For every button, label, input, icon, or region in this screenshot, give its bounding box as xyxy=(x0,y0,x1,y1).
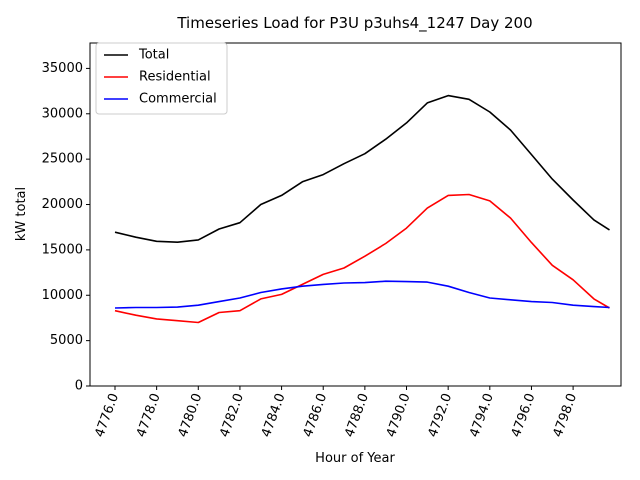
y-tick-label: 5000 xyxy=(50,333,83,348)
x-axis-label: Hour of Year xyxy=(315,451,395,466)
y-tick-label: 10000 xyxy=(42,288,83,303)
series-line-total xyxy=(114,94,610,243)
chart-title: Timeseries Load for P3U p3uhs4_1247 Day … xyxy=(176,14,532,33)
series-line-residential xyxy=(114,193,610,324)
legend-box xyxy=(95,42,228,115)
legend-label-residential: Residential xyxy=(139,70,211,85)
legend: Total Residential Commercial xyxy=(95,42,228,115)
series-group xyxy=(114,94,610,324)
series-line-commercial xyxy=(114,280,610,309)
y-tick-label: 35000 xyxy=(42,61,83,76)
y-tick-label: 25000 xyxy=(42,152,83,167)
y-tick-label: 0 xyxy=(75,379,83,394)
plot-frame xyxy=(89,42,622,387)
legend-label-total: Total xyxy=(138,48,169,63)
y-axis: 0 5000 10000 15000 20000 25000 30000 35000 xyxy=(42,61,90,394)
y-tick-label: 30000 xyxy=(42,106,83,121)
y-tick-label: 20000 xyxy=(42,197,83,212)
y-axis-label: kW total xyxy=(14,187,29,241)
y-tick-label: 15000 xyxy=(42,242,83,257)
legend-label-commercial: Commercial xyxy=(139,92,217,107)
